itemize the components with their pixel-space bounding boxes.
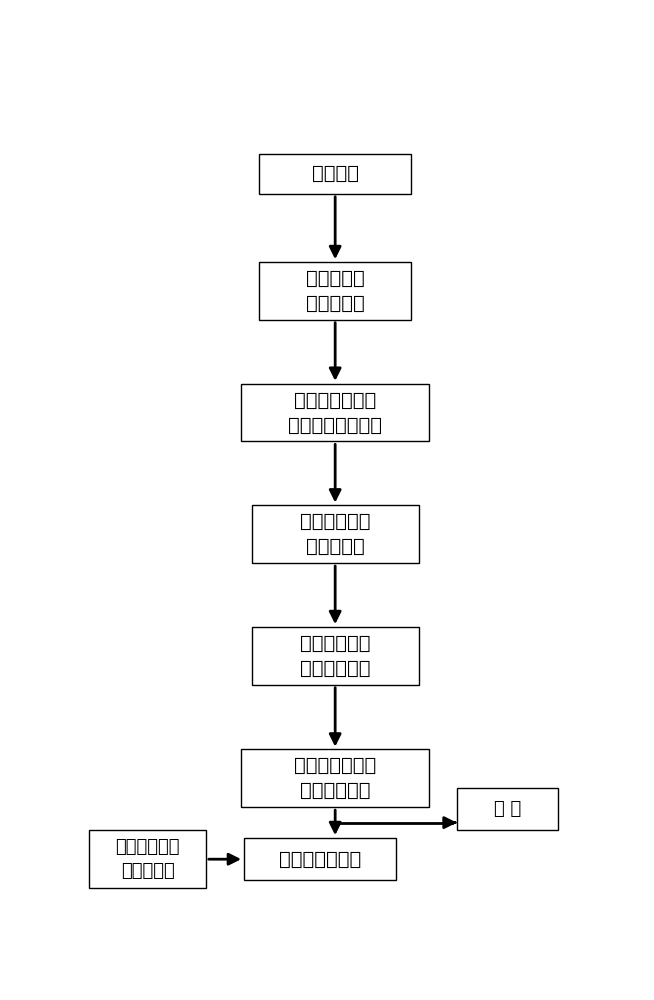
Text: 连接中部兼做
降温的钢管: 连接中部兼做 降温的钢管 [300, 512, 370, 556]
FancyBboxPatch shape [241, 749, 429, 807]
FancyBboxPatch shape [244, 838, 396, 880]
FancyBboxPatch shape [241, 384, 429, 441]
Text: 向中部降温管
内注水降温: 向中部降温管 内注水降温 [115, 838, 180, 880]
FancyBboxPatch shape [252, 505, 419, 563]
FancyBboxPatch shape [252, 627, 419, 685]
Text: 施工准备: 施工准备 [312, 164, 358, 183]
FancyBboxPatch shape [456, 788, 559, 830]
Text: 搭设钢筋支撑架
立杆及中部水平杆: 搭设钢筋支撑架 立杆及中部水平杆 [288, 391, 382, 435]
Text: 绑扎底板中部及
上部多层钢筋: 绑扎底板中部及 上部多层钢筋 [294, 756, 376, 800]
Text: 搭设钢筋支撑
架上部水平杆: 搭设钢筋支撑 架上部水平杆 [300, 634, 370, 678]
Text: 绑扎底板下
部多层钢筋: 绑扎底板下 部多层钢筋 [306, 269, 364, 313]
FancyBboxPatch shape [259, 154, 411, 194]
Text: 验 收: 验 收 [494, 800, 521, 818]
FancyBboxPatch shape [90, 830, 206, 888]
Text: 浇筑底板混凝土: 浇筑底板混凝土 [279, 850, 361, 869]
FancyBboxPatch shape [259, 262, 411, 320]
